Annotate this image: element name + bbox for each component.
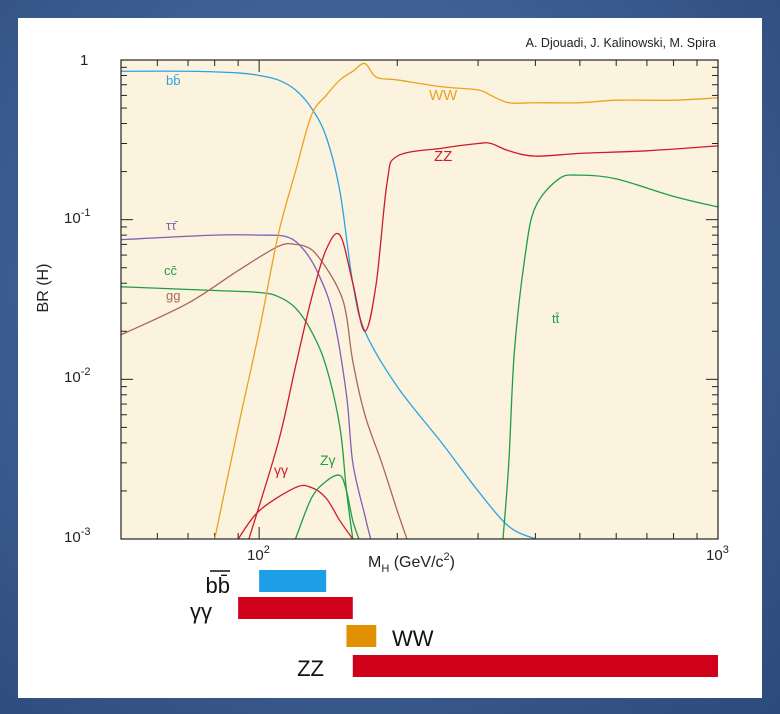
branching-ratio-chart: A. Djouadi, J. Kalinowski, M. Spira 1 10… (35, 36, 729, 681)
label-tautau: ττ̄ (166, 218, 178, 233)
x-tick-label-1000: 103 (706, 544, 729, 564)
y-tick-label-0.1: 10-1 (64, 207, 90, 227)
series-line-1 (121, 234, 372, 539)
discovery-bar-3 (352, 655, 718, 677)
label-gg: gg (166, 288, 180, 303)
discovery-bar-2 (346, 625, 377, 647)
curves (121, 62, 718, 539)
discovery-bar-0 (259, 570, 327, 592)
discovery-bar-1 (238, 597, 353, 619)
slide: A. Djouadi, J. Kalinowski, M. Spira 1 10… (18, 18, 762, 698)
label-gammagamma: γγ (274, 462, 288, 478)
credit-text: A. Djouadi, J. Kalinowski, M. Spira (526, 36, 716, 50)
series-line-6 (502, 174, 718, 539)
y-tick-label-0.01: 10-2 (64, 366, 90, 386)
x-tick-label-100: 102 (247, 544, 270, 564)
y-tick-label-1: 1 (80, 52, 88, 69)
bar-label-ww: WW (392, 626, 434, 651)
label-ww: WW (429, 87, 458, 104)
series-line-3 (121, 242, 408, 539)
series-line-5 (248, 142, 718, 539)
series-line-8 (294, 474, 360, 539)
plot-frame (120, 59, 719, 540)
y-axis-label: BR (H) (35, 264, 52, 313)
series-line-4 (214, 62, 718, 539)
bar-label-gammagamma: γγ (190, 599, 212, 624)
series-line-2 (121, 286, 354, 539)
label-bb: bb̄ (166, 73, 180, 88)
bar-label-zz: ZZ (297, 656, 324, 681)
bar-label-bb: bb̄ (206, 573, 230, 598)
x-axis-label: MH (GeV/c2) (368, 551, 455, 575)
label-zgamma: Zγ (320, 452, 336, 468)
series-line-0 (121, 70, 536, 539)
plot-area (121, 60, 718, 539)
y-tick-label-0.001: 10-3 (64, 526, 90, 546)
label-tt: tt̄ (552, 311, 560, 326)
label-cc: cc̄ (164, 263, 178, 278)
label-zz: ZZ (434, 148, 452, 165)
discovery-bars (210, 570, 718, 677)
series-line-7 (237, 484, 354, 539)
